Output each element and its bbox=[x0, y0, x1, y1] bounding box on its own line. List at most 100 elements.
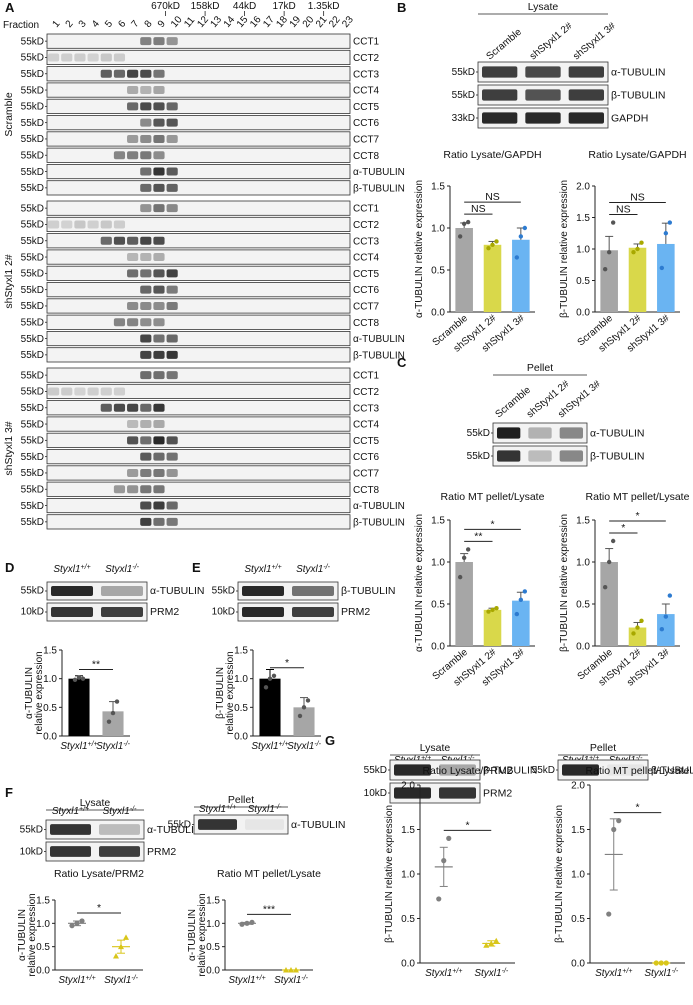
panel-letter-a: A bbox=[5, 0, 15, 15]
lane-label: Styxl1+/+ bbox=[244, 564, 281, 576]
y-tick-label: 1.0 bbox=[401, 870, 415, 881]
data-point bbox=[267, 676, 273, 681]
y-tick-label: 1.0 bbox=[431, 558, 445, 569]
data-point bbox=[610, 220, 616, 225]
blot-frame bbox=[46, 298, 351, 314]
blot-band bbox=[153, 269, 165, 278]
bar bbox=[628, 247, 647, 312]
kd-label: 55kD bbox=[21, 53, 44, 64]
y-tick-label: 1.0 bbox=[576, 558, 590, 569]
fraction-blot-row bbox=[46, 216, 351, 233]
x-tick-label: Styxl1+/+ bbox=[58, 975, 95, 987]
data-point bbox=[635, 625, 640, 630]
blot-band bbox=[113, 318, 126, 327]
kd-label: 55kD bbox=[21, 236, 44, 247]
chart-e: 0.0 0.5 1.0 1.5 β-TUBULIN relative expression… bbox=[215, 646, 321, 743]
y-tick-label: 2.0 bbox=[401, 781, 415, 792]
protein-label: CCT2 bbox=[353, 53, 380, 64]
band-label: α-TUBULIN bbox=[590, 428, 645, 440]
data-point bbox=[663, 614, 669, 619]
blot-band bbox=[528, 427, 552, 439]
fraction-number: 9 bbox=[156, 18, 168, 30]
kd-label: 10kD bbox=[21, 607, 44, 618]
y-axis-label: α-TUBULIN bbox=[24, 667, 35, 719]
blot-band bbox=[87, 53, 99, 62]
blot-band bbox=[153, 436, 165, 445]
protein-label: CCT2 bbox=[353, 220, 380, 231]
data-point bbox=[639, 240, 644, 245]
protein-label: CCT8 bbox=[353, 485, 380, 496]
band-label: β-TUBULIN bbox=[590, 451, 644, 463]
blot-band bbox=[87, 220, 99, 229]
blot-band bbox=[127, 301, 139, 310]
data-point bbox=[114, 699, 120, 704]
protein-label: α-TUBULIN bbox=[353, 501, 405, 512]
blot-band bbox=[568, 112, 604, 124]
blot-band bbox=[99, 824, 140, 835]
blot-band bbox=[166, 37, 178, 46]
fraction-blot-row bbox=[46, 383, 351, 399]
blot-band bbox=[497, 450, 521, 462]
blot-title: Pellet bbox=[527, 362, 553, 374]
blot-strip bbox=[45, 819, 145, 840]
blot-band bbox=[74, 53, 86, 62]
blot-band bbox=[439, 764, 476, 776]
data-point bbox=[518, 234, 524, 239]
blot-strip bbox=[389, 759, 481, 781]
fraction-blot-row bbox=[46, 481, 351, 497]
bar bbox=[483, 244, 502, 312]
data-point bbox=[663, 231, 669, 236]
data-point bbox=[465, 219, 471, 225]
panel-f-pellet-blots: Pellet 55kD α-TUBULIN bbox=[168, 794, 346, 831]
data-point bbox=[518, 597, 524, 602]
y-tick-label: 0.0 bbox=[234, 732, 248, 743]
blot-band bbox=[140, 118, 152, 127]
blot-band bbox=[166, 285, 178, 294]
data-point bbox=[494, 239, 499, 244]
protein-label: CCT7 bbox=[353, 135, 380, 146]
blot-frame bbox=[46, 432, 351, 448]
blot-strip bbox=[46, 602, 148, 622]
data-point bbox=[79, 918, 85, 924]
blot-band bbox=[140, 183, 152, 192]
data-point bbox=[80, 676, 86, 681]
blot-band bbox=[140, 167, 152, 176]
blot-band bbox=[153, 151, 165, 160]
y-tick-label: 0.0 bbox=[576, 308, 590, 319]
fraction-number: 23 bbox=[340, 14, 356, 30]
blot-frame bbox=[46, 265, 351, 281]
data-point bbox=[486, 609, 491, 614]
blot-band bbox=[140, 485, 152, 494]
y-tick-label: 0.5 bbox=[43, 703, 57, 714]
protein-label: CCT1 bbox=[353, 37, 380, 48]
blot-band bbox=[166, 118, 178, 127]
y-tick-label: 0.5 bbox=[401, 914, 415, 925]
blot-band bbox=[153, 452, 165, 461]
data-point bbox=[659, 265, 665, 271]
significance-label: * bbox=[97, 902, 101, 914]
significance-label: * bbox=[490, 518, 494, 530]
blot-strip bbox=[237, 581, 339, 601]
blot-band bbox=[140, 403, 152, 412]
fraction-blot-row bbox=[46, 147, 351, 163]
kd-label: 10kD bbox=[20, 846, 43, 857]
band-label: α-TUBULIN bbox=[611, 67, 666, 79]
kd-label: 55kD bbox=[452, 67, 475, 78]
y-tick-label: 1.0 bbox=[571, 870, 585, 881]
x-tick-label: Styxl1-/- bbox=[104, 975, 139, 987]
blot-band bbox=[153, 517, 165, 526]
kd-label: 55kD bbox=[21, 334, 44, 345]
data-point bbox=[271, 673, 277, 678]
panel-e-blots: 55kD β-TUBULIN 10kD PRM2 bbox=[212, 585, 396, 618]
data-point bbox=[522, 225, 528, 231]
y-axis-label: β-TUBULIN relative expression bbox=[554, 805, 565, 943]
blot-band bbox=[166, 102, 178, 111]
data-point bbox=[297, 713, 303, 719]
blot-strip bbox=[389, 782, 481, 804]
blot-frame bbox=[46, 514, 351, 530]
blot-band bbox=[140, 86, 152, 95]
band-label: β-TUBULIN bbox=[611, 90, 665, 102]
blot-band bbox=[568, 89, 604, 101]
blot-band bbox=[245, 819, 284, 830]
protein-label: CCT6 bbox=[353, 118, 380, 129]
